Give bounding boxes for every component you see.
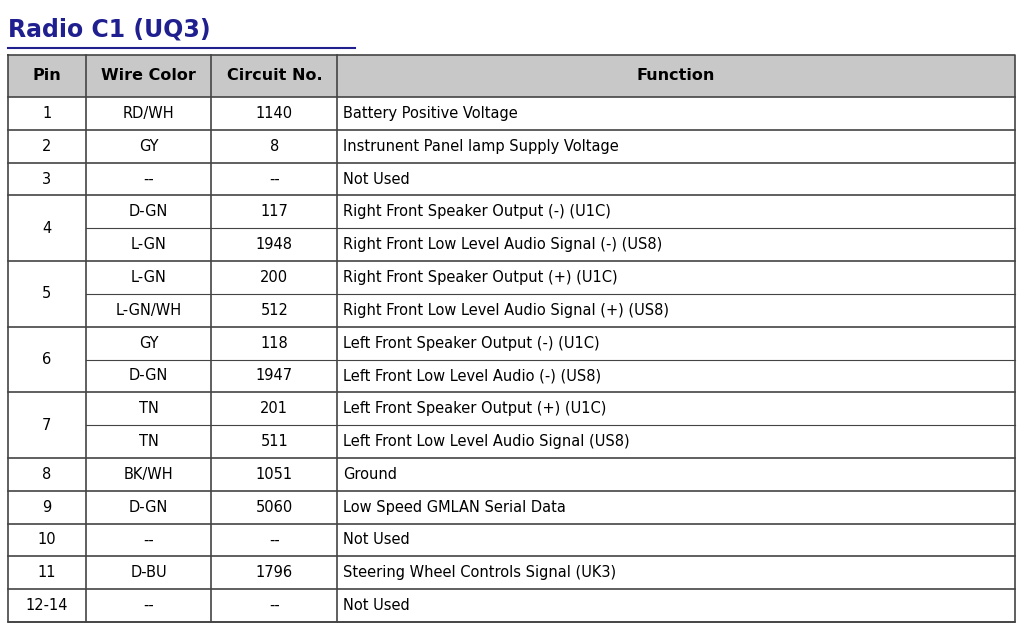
Text: 1140: 1140 — [256, 106, 293, 121]
Text: 5: 5 — [42, 287, 51, 301]
Bar — [8, 327, 1015, 392]
Text: Function: Function — [637, 69, 715, 84]
Bar — [8, 163, 1015, 195]
Text: GY: GY — [139, 139, 159, 154]
Bar — [8, 458, 1015, 491]
Text: 4: 4 — [42, 220, 51, 236]
Text: Radio C1 (UQ3): Radio C1 (UQ3) — [8, 18, 211, 42]
Bar — [8, 130, 1015, 163]
Text: TN: TN — [138, 401, 159, 416]
Bar — [8, 491, 1015, 524]
Text: GY: GY — [139, 336, 159, 350]
Text: Pin: Pin — [33, 69, 61, 84]
Text: Right Front Low Level Audio Signal (-) (US8): Right Front Low Level Audio Signal (-) (… — [344, 237, 663, 252]
Text: Battery Positive Voltage: Battery Positive Voltage — [344, 106, 518, 121]
Text: 10: 10 — [38, 532, 56, 547]
Text: RD/WH: RD/WH — [123, 106, 174, 121]
Text: Left Front Speaker Output (-) (U1C): Left Front Speaker Output (-) (U1C) — [344, 336, 599, 350]
Text: 1796: 1796 — [256, 565, 293, 580]
Text: --: -- — [143, 532, 153, 547]
Text: Not Used: Not Used — [344, 171, 410, 186]
Text: Left Front Speaker Output (+) (U1C): Left Front Speaker Output (+) (U1C) — [344, 401, 607, 416]
Text: Left Front Low Level Audio (-) (US8): Left Front Low Level Audio (-) (US8) — [344, 369, 602, 384]
Text: 7: 7 — [42, 418, 51, 433]
Text: 8: 8 — [270, 139, 279, 154]
Bar — [8, 589, 1015, 622]
Bar — [8, 55, 1015, 97]
Text: Left Front Low Level Audio Signal (US8): Left Front Low Level Audio Signal (US8) — [344, 434, 630, 449]
Bar — [8, 261, 1015, 327]
Text: BK/WH: BK/WH — [124, 467, 173, 482]
Text: 8: 8 — [42, 467, 51, 482]
Text: 201: 201 — [260, 401, 288, 416]
Text: Right Front Speaker Output (-) (U1C): Right Front Speaker Output (-) (U1C) — [344, 204, 611, 219]
Text: 11: 11 — [38, 565, 56, 580]
Text: D-GN: D-GN — [129, 369, 168, 384]
Text: 118: 118 — [261, 336, 288, 350]
Text: TN: TN — [138, 434, 159, 449]
Text: --: -- — [269, 598, 279, 613]
Text: --: -- — [269, 171, 279, 186]
Text: 9: 9 — [42, 500, 51, 515]
Text: 511: 511 — [261, 434, 288, 449]
Text: L-GN: L-GN — [131, 270, 167, 285]
Text: --: -- — [269, 532, 279, 547]
Text: 2: 2 — [42, 139, 51, 154]
Text: Wire Color: Wire Color — [101, 69, 196, 84]
Text: --: -- — [143, 598, 153, 613]
Text: Right Front Speaker Output (+) (U1C): Right Front Speaker Output (+) (U1C) — [344, 270, 618, 285]
Text: 200: 200 — [260, 270, 288, 285]
Bar — [8, 556, 1015, 589]
Text: Circuit No.: Circuit No. — [226, 69, 322, 84]
Text: 1947: 1947 — [256, 369, 293, 384]
Text: --: -- — [143, 171, 153, 186]
Text: Ground: Ground — [344, 467, 397, 482]
Text: Instrunent Panel lamp Supply Voltage: Instrunent Panel lamp Supply Voltage — [344, 139, 619, 154]
Text: 3: 3 — [42, 171, 51, 186]
Text: L-GN/WH: L-GN/WH — [116, 303, 181, 318]
Text: Low Speed GMLAN Serial Data: Low Speed GMLAN Serial Data — [344, 500, 566, 515]
Text: 1948: 1948 — [256, 237, 293, 252]
Text: 117: 117 — [261, 204, 288, 219]
Text: 1051: 1051 — [256, 467, 293, 482]
Bar — [8, 392, 1015, 458]
Bar — [8, 195, 1015, 261]
Text: Not Used: Not Used — [344, 532, 410, 547]
Text: 1: 1 — [42, 106, 51, 121]
Text: 5060: 5060 — [256, 500, 293, 515]
Text: D-GN: D-GN — [129, 500, 168, 515]
Text: Steering Wheel Controls Signal (UK3): Steering Wheel Controls Signal (UK3) — [344, 565, 617, 580]
Text: D-GN: D-GN — [129, 204, 168, 219]
Text: Not Used: Not Used — [344, 598, 410, 613]
Text: 512: 512 — [261, 303, 288, 318]
Text: L-GN: L-GN — [131, 237, 167, 252]
Text: 12-14: 12-14 — [26, 598, 68, 613]
Bar — [8, 97, 1015, 130]
Text: 6: 6 — [42, 352, 51, 367]
Text: Right Front Low Level Audio Signal (+) (US8): Right Front Low Level Audio Signal (+) (… — [344, 303, 669, 318]
Bar — [8, 524, 1015, 556]
Text: D-BU: D-BU — [130, 565, 167, 580]
